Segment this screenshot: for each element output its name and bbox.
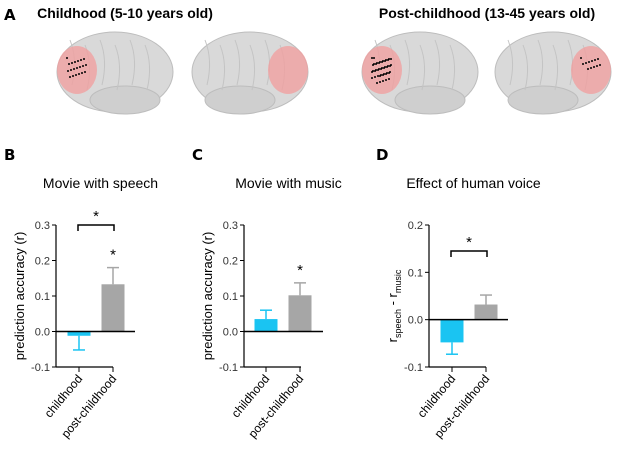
y-tick-label: 0.1	[223, 291, 238, 303]
y-axis-label: rspeech - rmusic	[385, 269, 403, 342]
chart-title: Movie with music	[235, 175, 342, 191]
brain-image	[361, 31, 479, 115]
y-axis-label: prediction accuracy (r)	[200, 232, 215, 361]
y-tick-label: 0.0	[408, 315, 423, 327]
y-tick-label: 0.1	[35, 291, 50, 303]
chart-title: Movie with speech	[43, 175, 158, 191]
y-axis-label: prediction accuracy (r)	[12, 232, 27, 361]
childhood-title: Childhood (5-10 years old)	[37, 5, 213, 21]
panel-label: B	[4, 146, 15, 164]
significance-star: *	[110, 247, 116, 264]
y-tick-label: 0.0	[223, 327, 238, 339]
brain-image	[56, 31, 174, 115]
y-tick-label: 0.1	[408, 267, 423, 279]
bar-post-childhood	[474, 304, 498, 320]
highlighted-region	[57, 46, 97, 94]
panel-label-a: A	[4, 6, 16, 24]
y-tick-label: 0.3	[223, 220, 238, 232]
chart-c: C Movie with music -0.1 0.0 0.1 0.2 0.3 predict…	[192, 146, 342, 441]
panel-label: D	[376, 146, 388, 164]
chart-d: D Effect of human voice -0.1 0.0 0.1 0.2 rspee…	[376, 146, 541, 441]
y-tick-label: -0.1	[404, 362, 423, 374]
y-tick-label: -0.1	[219, 362, 238, 374]
significance-star: *	[466, 234, 472, 251]
y-tick-label: 0.3	[35, 220, 50, 232]
chart-title: Effect of human voice	[406, 175, 541, 191]
highlighted-region	[571, 46, 611, 94]
significance-star: *	[297, 262, 303, 279]
bar-post-childhood	[288, 295, 312, 332]
comparison-bracket	[450, 250, 488, 257]
brain-image	[191, 31, 309, 115]
bar-childhood	[67, 331, 91, 336]
y-tick-label: 0.0	[35, 327, 50, 339]
chart-b: B Movie with speech -0.1 0.0 0.1 0.2 0.3 predic…	[4, 146, 158, 441]
y-tick-label: -0.1	[31, 362, 50, 374]
panel-label: C	[192, 146, 203, 164]
brain-image	[494, 31, 612, 115]
significance-star: *	[93, 208, 99, 225]
y-tick-label: 0.2	[223, 256, 238, 268]
bar-childhood	[254, 319, 278, 332]
y-tick-label: 0.2	[408, 220, 423, 232]
comparison-bracket	[77, 224, 115, 231]
y-tick-label: 0.2	[35, 256, 50, 268]
bar-childhood	[440, 319, 464, 343]
highlighted-region	[362, 46, 402, 94]
bar-post-childhood	[101, 284, 125, 332]
post-childhood-title: Post-childhood (13-45 years old)	[379, 5, 595, 21]
highlighted-region	[268, 46, 308, 94]
